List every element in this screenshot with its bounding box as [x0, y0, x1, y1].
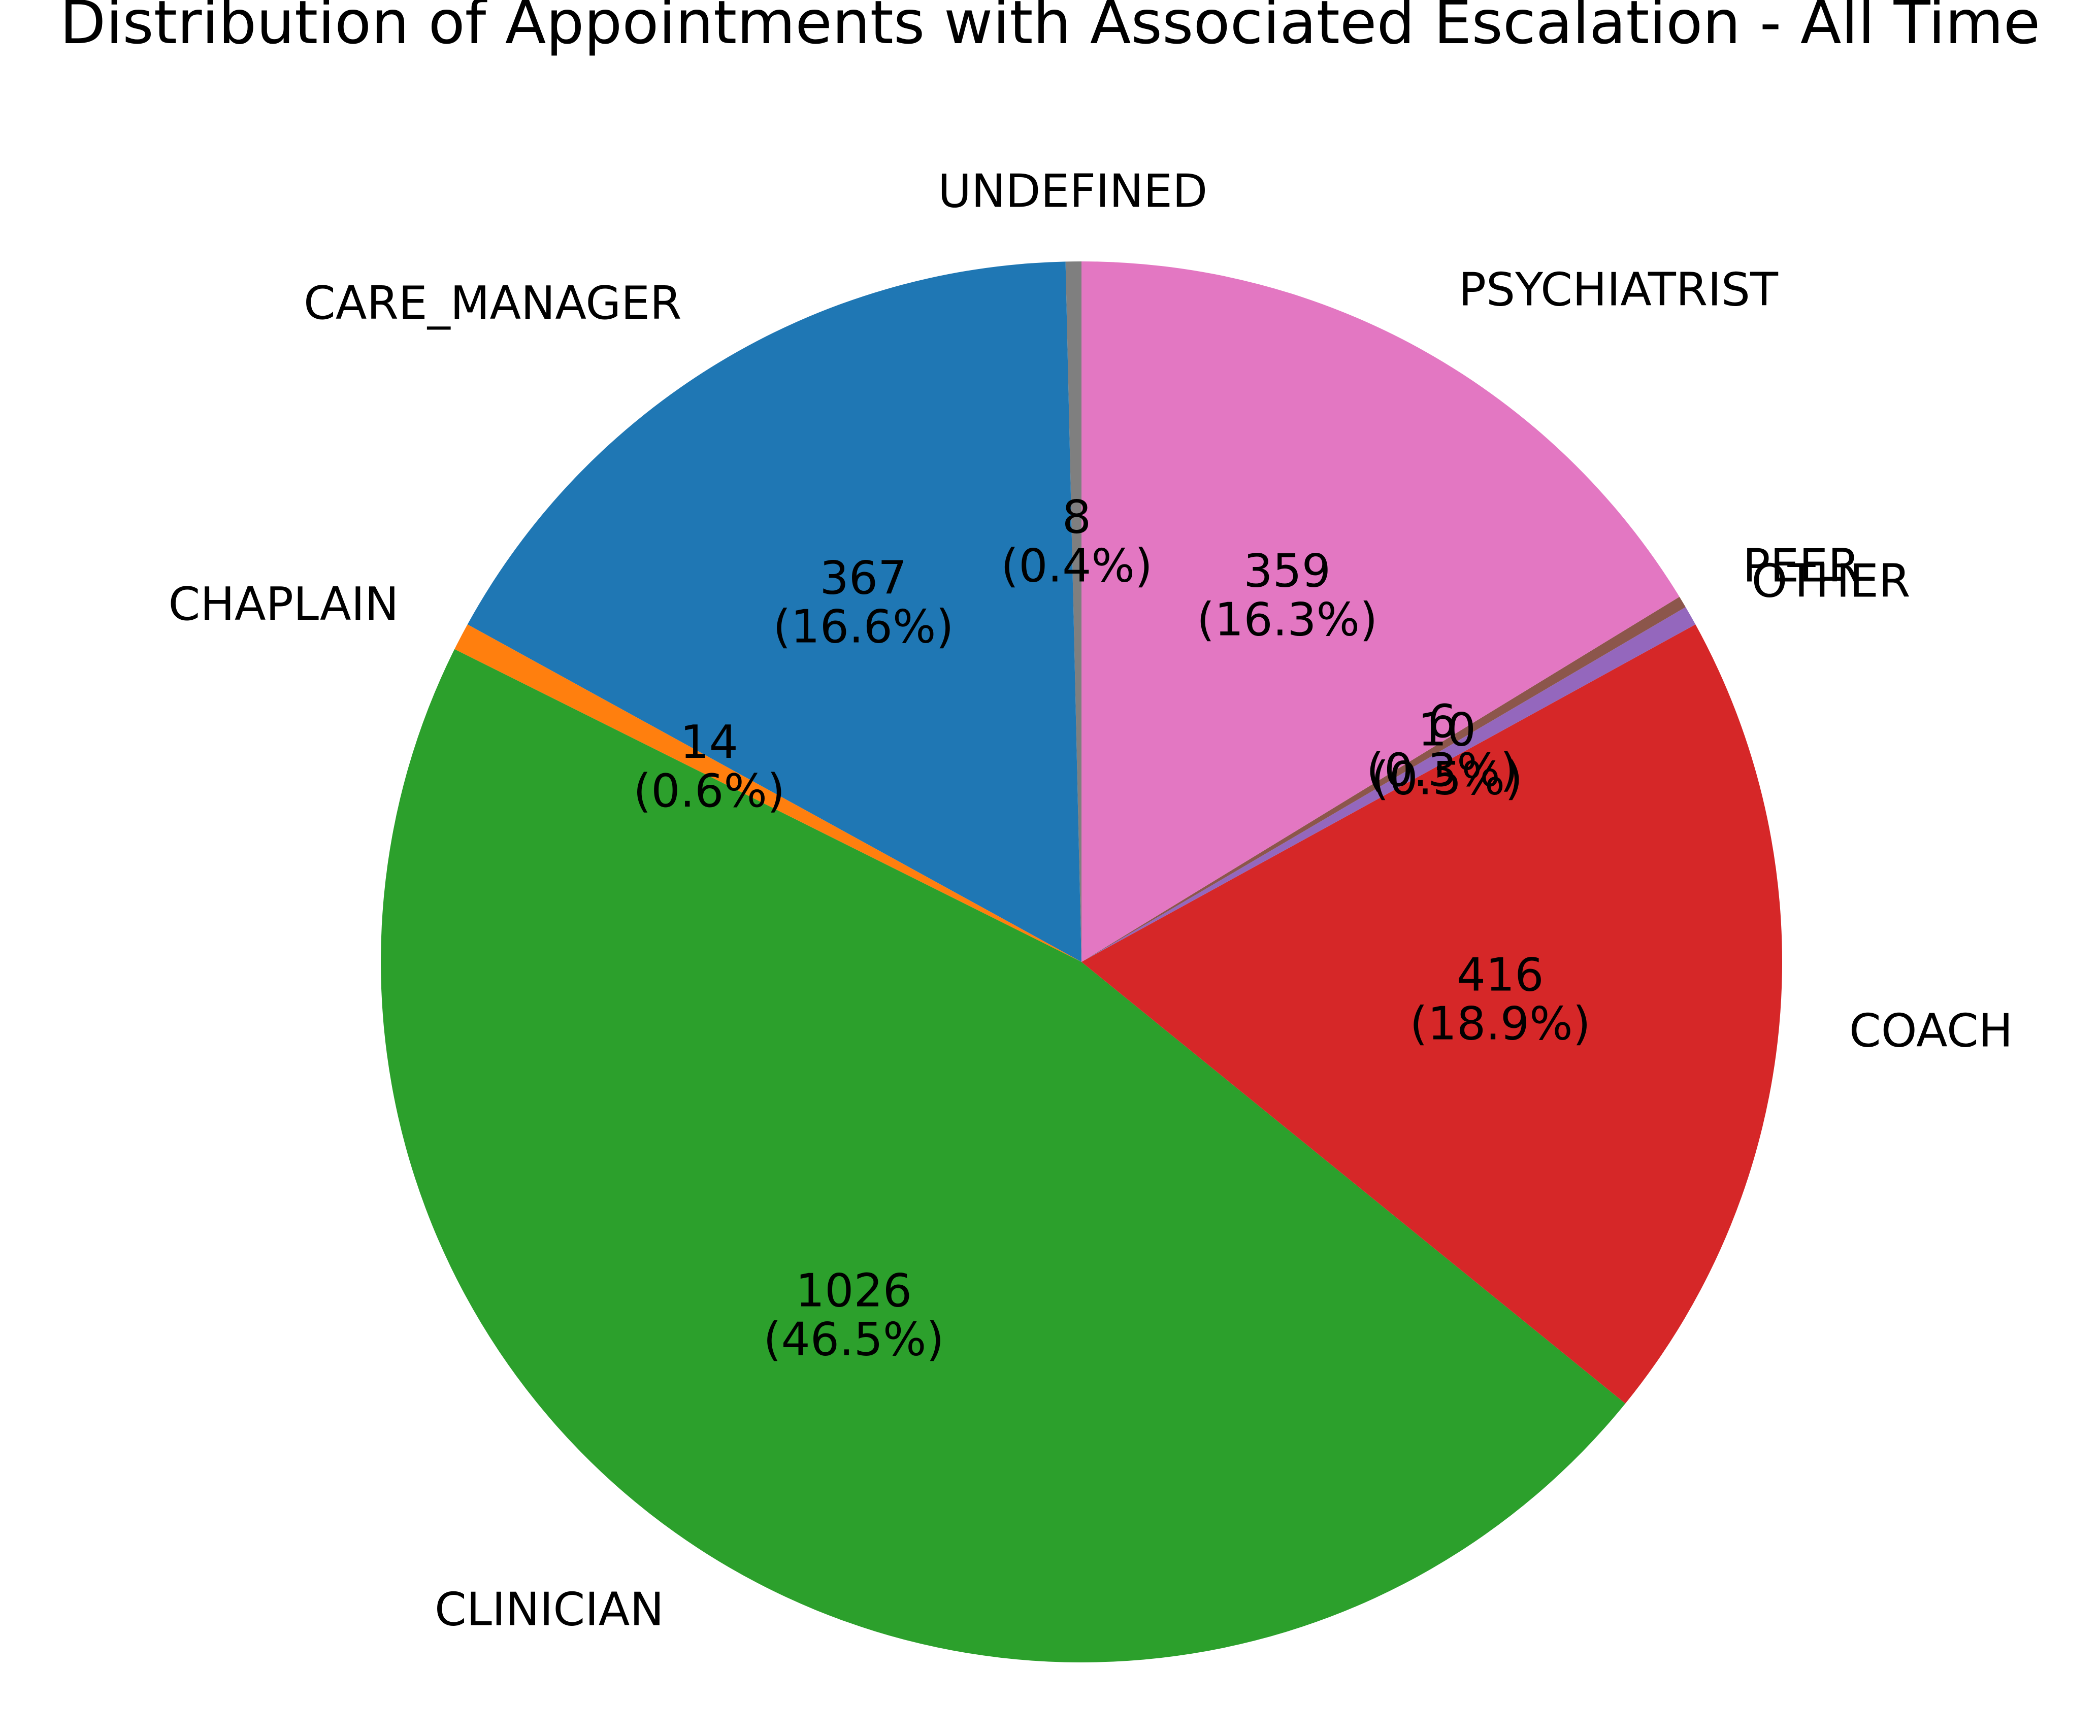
slice-value-clinician: 1026: [796, 1264, 912, 1317]
slice-label-chaplain: CHAPLAIN: [168, 578, 399, 631]
slice-label-psychiatrist: PSYCHIATRIST: [1459, 263, 1779, 317]
slice-percent-chaplain: (0.6%): [633, 764, 785, 818]
slice-value-chaplain: 14: [680, 716, 738, 769]
slice-value-label-chaplain: 14(0.6%): [633, 716, 785, 818]
slice-percent-peer: (0.3%): [1366, 744, 1518, 797]
slice-label-clinician: CLINICIAN: [435, 1583, 664, 1636]
slice-value-label-coach: 416(18.9%): [1410, 949, 1591, 1051]
slice-value-label-clinician: 1026(46.5%): [763, 1264, 944, 1366]
slice-label-coach: COACH: [1849, 1005, 2013, 1058]
slice-label-undefined: UNDEFINED: [938, 165, 1207, 218]
slice-label-peer: PEER: [1743, 539, 1860, 592]
slice-value-other: 10: [1418, 703, 1476, 756]
slice-value-label-undefined: 8(0.4%): [1001, 491, 1153, 593]
slice-value-coach: 416: [1457, 949, 1544, 1002]
slice-value-label-peer: 6(0.3%): [1366, 695, 1518, 797]
slice-percent-psychiatrist: (16.3%): [1197, 593, 1377, 646]
slice-value-label-care-manager: 367(16.6%): [773, 552, 954, 654]
slice-labels: UNDEFINED CARE_MANAGER CHAPLAIN CLINICIAN CO…: [168, 165, 2013, 1637]
pie-slice-peer: [1081, 596, 1686, 962]
slice-value-undefined: 8: [1062, 491, 1091, 544]
slice-value-labels: 8(0.4%)367(16.6%)14(0.6%)1026(46.5%)416(…: [633, 491, 1591, 1366]
pie-slice-chaplain: [454, 624, 1082, 962]
slice-value-care-manager: 367: [820, 552, 907, 605]
slice-value-psychiatrist: 359: [1243, 544, 1331, 597]
slice-value-label-other: 10(0.5%): [1371, 703, 1523, 805]
slice-label-care-manager: CARE_MANAGER: [304, 277, 681, 330]
slice-percent-other: (0.5%): [1371, 752, 1523, 805]
slice-percent-undefined: (0.4%): [1001, 540, 1153, 593]
chart-title: Distribution of Appointments with Associ…: [60, 0, 2041, 57]
pie-slice-coach: [1081, 624, 1783, 1404]
pie-slice-other: [1081, 607, 1696, 962]
slice-percent-clinician: (46.5%): [763, 1313, 944, 1366]
slice-value-peer: 6: [1428, 695, 1457, 748]
slice-percent-care-manager: (16.6%): [773, 600, 954, 654]
pie-slice-psychiatrist: [1081, 261, 1680, 962]
slice-percent-coach: (18.9%): [1410, 997, 1591, 1051]
slice-value-label-psychiatrist: 359(16.3%): [1197, 544, 1377, 646]
pie-slices: [381, 261, 1783, 1662]
pie-slice-undefined: [1065, 261, 1081, 962]
slice-label-other: OTHER: [1752, 554, 1911, 608]
pie-slice-clinician: [381, 649, 1626, 1662]
pie-slice-care-manager: [467, 261, 1081, 962]
